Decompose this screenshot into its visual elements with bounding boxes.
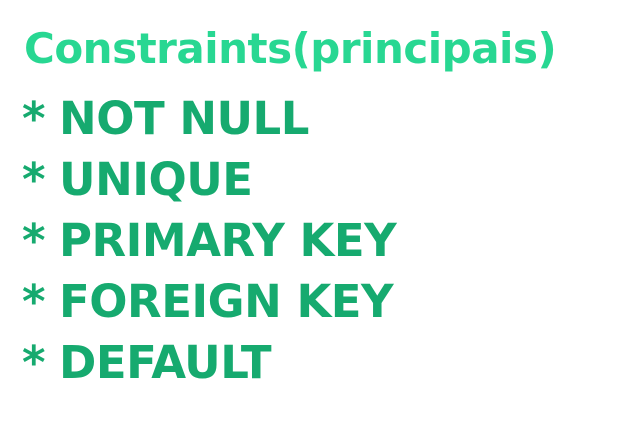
slide-title: Constraints(principais) [24, 24, 557, 73]
constraint-list: * NOT NULL * UNIQUE * PRIMARY KEY * FOREIGN … [22, 88, 397, 393]
list-item-label: UNIQUE [59, 153, 253, 206]
list-item-unique: * UNIQUE [22, 149, 396, 210]
list-item-default: * DEFAULT [22, 332, 396, 393]
bullet-asterisk: * [22, 153, 46, 206]
bullet-asterisk: * [22, 92, 46, 145]
list-item-label: FOREIGN KEY [59, 275, 394, 328]
bullet-asterisk: * [22, 214, 46, 267]
bullet-asterisk: * [22, 336, 46, 389]
list-item-not-null: * NOT NULL [22, 88, 396, 149]
bullet-asterisk: * [22, 275, 46, 328]
list-item-foreign-key: * FOREIGN KEY [22, 271, 396, 332]
list-item-label: NOT NULL [59, 92, 309, 145]
list-item-primary-key: * PRIMARY KEY [22, 210, 397, 271]
list-item-label: DEFAULT [59, 336, 272, 389]
list-item-label: PRIMARY KEY [59, 214, 397, 267]
